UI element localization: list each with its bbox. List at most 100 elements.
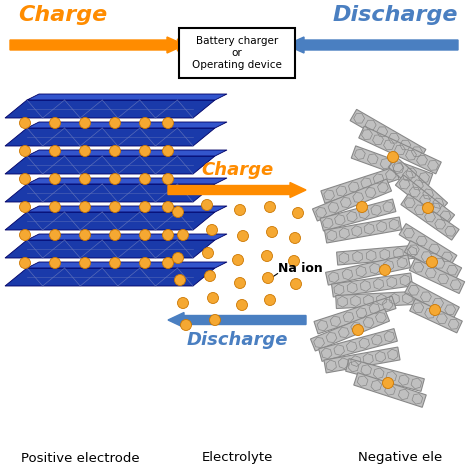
Text: Positive electrode: Positive electrode <box>21 452 139 465</box>
Text: Battery charger
or
Operating device: Battery charger or Operating device <box>192 36 282 70</box>
Circle shape <box>80 173 91 184</box>
Circle shape <box>291 279 301 290</box>
Circle shape <box>109 118 120 128</box>
Circle shape <box>19 146 30 156</box>
Polygon shape <box>320 199 396 231</box>
FancyArrow shape <box>286 37 458 53</box>
Circle shape <box>109 146 120 156</box>
Circle shape <box>383 377 393 389</box>
Polygon shape <box>326 255 410 285</box>
Polygon shape <box>410 258 465 293</box>
Circle shape <box>19 118 30 128</box>
Polygon shape <box>331 273 412 297</box>
Polygon shape <box>359 126 441 174</box>
Circle shape <box>173 253 183 264</box>
Circle shape <box>233 255 244 265</box>
Circle shape <box>139 118 151 128</box>
Circle shape <box>290 233 301 244</box>
Polygon shape <box>5 268 215 286</box>
Polygon shape <box>27 234 227 240</box>
Circle shape <box>235 204 246 216</box>
Circle shape <box>173 207 183 218</box>
Circle shape <box>139 201 151 212</box>
FancyArrow shape <box>168 182 306 198</box>
Polygon shape <box>27 178 227 184</box>
Polygon shape <box>401 194 459 240</box>
Text: Electrolyte: Electrolyte <box>201 452 273 465</box>
Polygon shape <box>27 94 227 100</box>
Polygon shape <box>319 328 397 361</box>
Circle shape <box>49 229 61 240</box>
Circle shape <box>289 255 300 266</box>
Text: Negative ele: Negative ele <box>358 452 442 465</box>
Circle shape <box>204 271 216 282</box>
Circle shape <box>139 146 151 156</box>
Polygon shape <box>5 212 215 230</box>
Circle shape <box>139 257 151 268</box>
Circle shape <box>49 201 61 212</box>
Circle shape <box>263 273 273 283</box>
Polygon shape <box>5 100 215 118</box>
Circle shape <box>207 225 218 236</box>
Circle shape <box>80 229 91 240</box>
Circle shape <box>163 146 173 156</box>
Polygon shape <box>399 224 457 266</box>
Polygon shape <box>5 128 215 146</box>
Polygon shape <box>336 292 414 309</box>
Circle shape <box>19 201 30 212</box>
Circle shape <box>264 294 275 306</box>
Text: Na ion: Na ion <box>278 262 323 274</box>
Circle shape <box>49 257 61 268</box>
Circle shape <box>429 304 440 316</box>
Circle shape <box>380 264 391 275</box>
Circle shape <box>237 230 248 241</box>
Circle shape <box>174 274 185 285</box>
Circle shape <box>210 315 220 326</box>
Circle shape <box>264 201 275 212</box>
Circle shape <box>177 298 189 309</box>
Circle shape <box>49 146 61 156</box>
Text: Discharge: Discharge <box>332 5 458 25</box>
Polygon shape <box>337 245 419 265</box>
Polygon shape <box>388 157 447 212</box>
Polygon shape <box>405 282 459 319</box>
Circle shape <box>388 152 399 163</box>
Circle shape <box>19 229 30 240</box>
Polygon shape <box>410 299 462 333</box>
Polygon shape <box>324 347 400 373</box>
Circle shape <box>109 201 120 212</box>
Circle shape <box>163 118 173 128</box>
Bar <box>179 28 295 78</box>
Circle shape <box>181 319 191 330</box>
Polygon shape <box>312 179 392 221</box>
Polygon shape <box>5 184 215 202</box>
Circle shape <box>235 277 246 289</box>
Circle shape <box>109 229 120 240</box>
Text: Discharge: Discharge <box>186 331 288 349</box>
Circle shape <box>80 257 91 268</box>
Circle shape <box>163 257 173 268</box>
Circle shape <box>163 173 173 184</box>
Text: Charge: Charge <box>201 161 273 179</box>
Circle shape <box>139 229 151 240</box>
Polygon shape <box>5 156 215 174</box>
Circle shape <box>163 229 173 240</box>
Circle shape <box>109 257 120 268</box>
FancyArrow shape <box>10 37 185 53</box>
Circle shape <box>163 201 173 212</box>
Circle shape <box>237 300 247 310</box>
Circle shape <box>49 118 61 128</box>
Circle shape <box>202 247 213 258</box>
Polygon shape <box>310 309 390 351</box>
Circle shape <box>139 173 151 184</box>
Polygon shape <box>351 146 433 186</box>
Polygon shape <box>314 296 396 334</box>
Circle shape <box>353 325 364 336</box>
Circle shape <box>80 201 91 212</box>
Circle shape <box>177 229 189 240</box>
Polygon shape <box>27 122 227 128</box>
Circle shape <box>422 202 434 213</box>
Circle shape <box>49 173 61 184</box>
FancyArrow shape <box>168 312 306 328</box>
Circle shape <box>266 227 277 237</box>
